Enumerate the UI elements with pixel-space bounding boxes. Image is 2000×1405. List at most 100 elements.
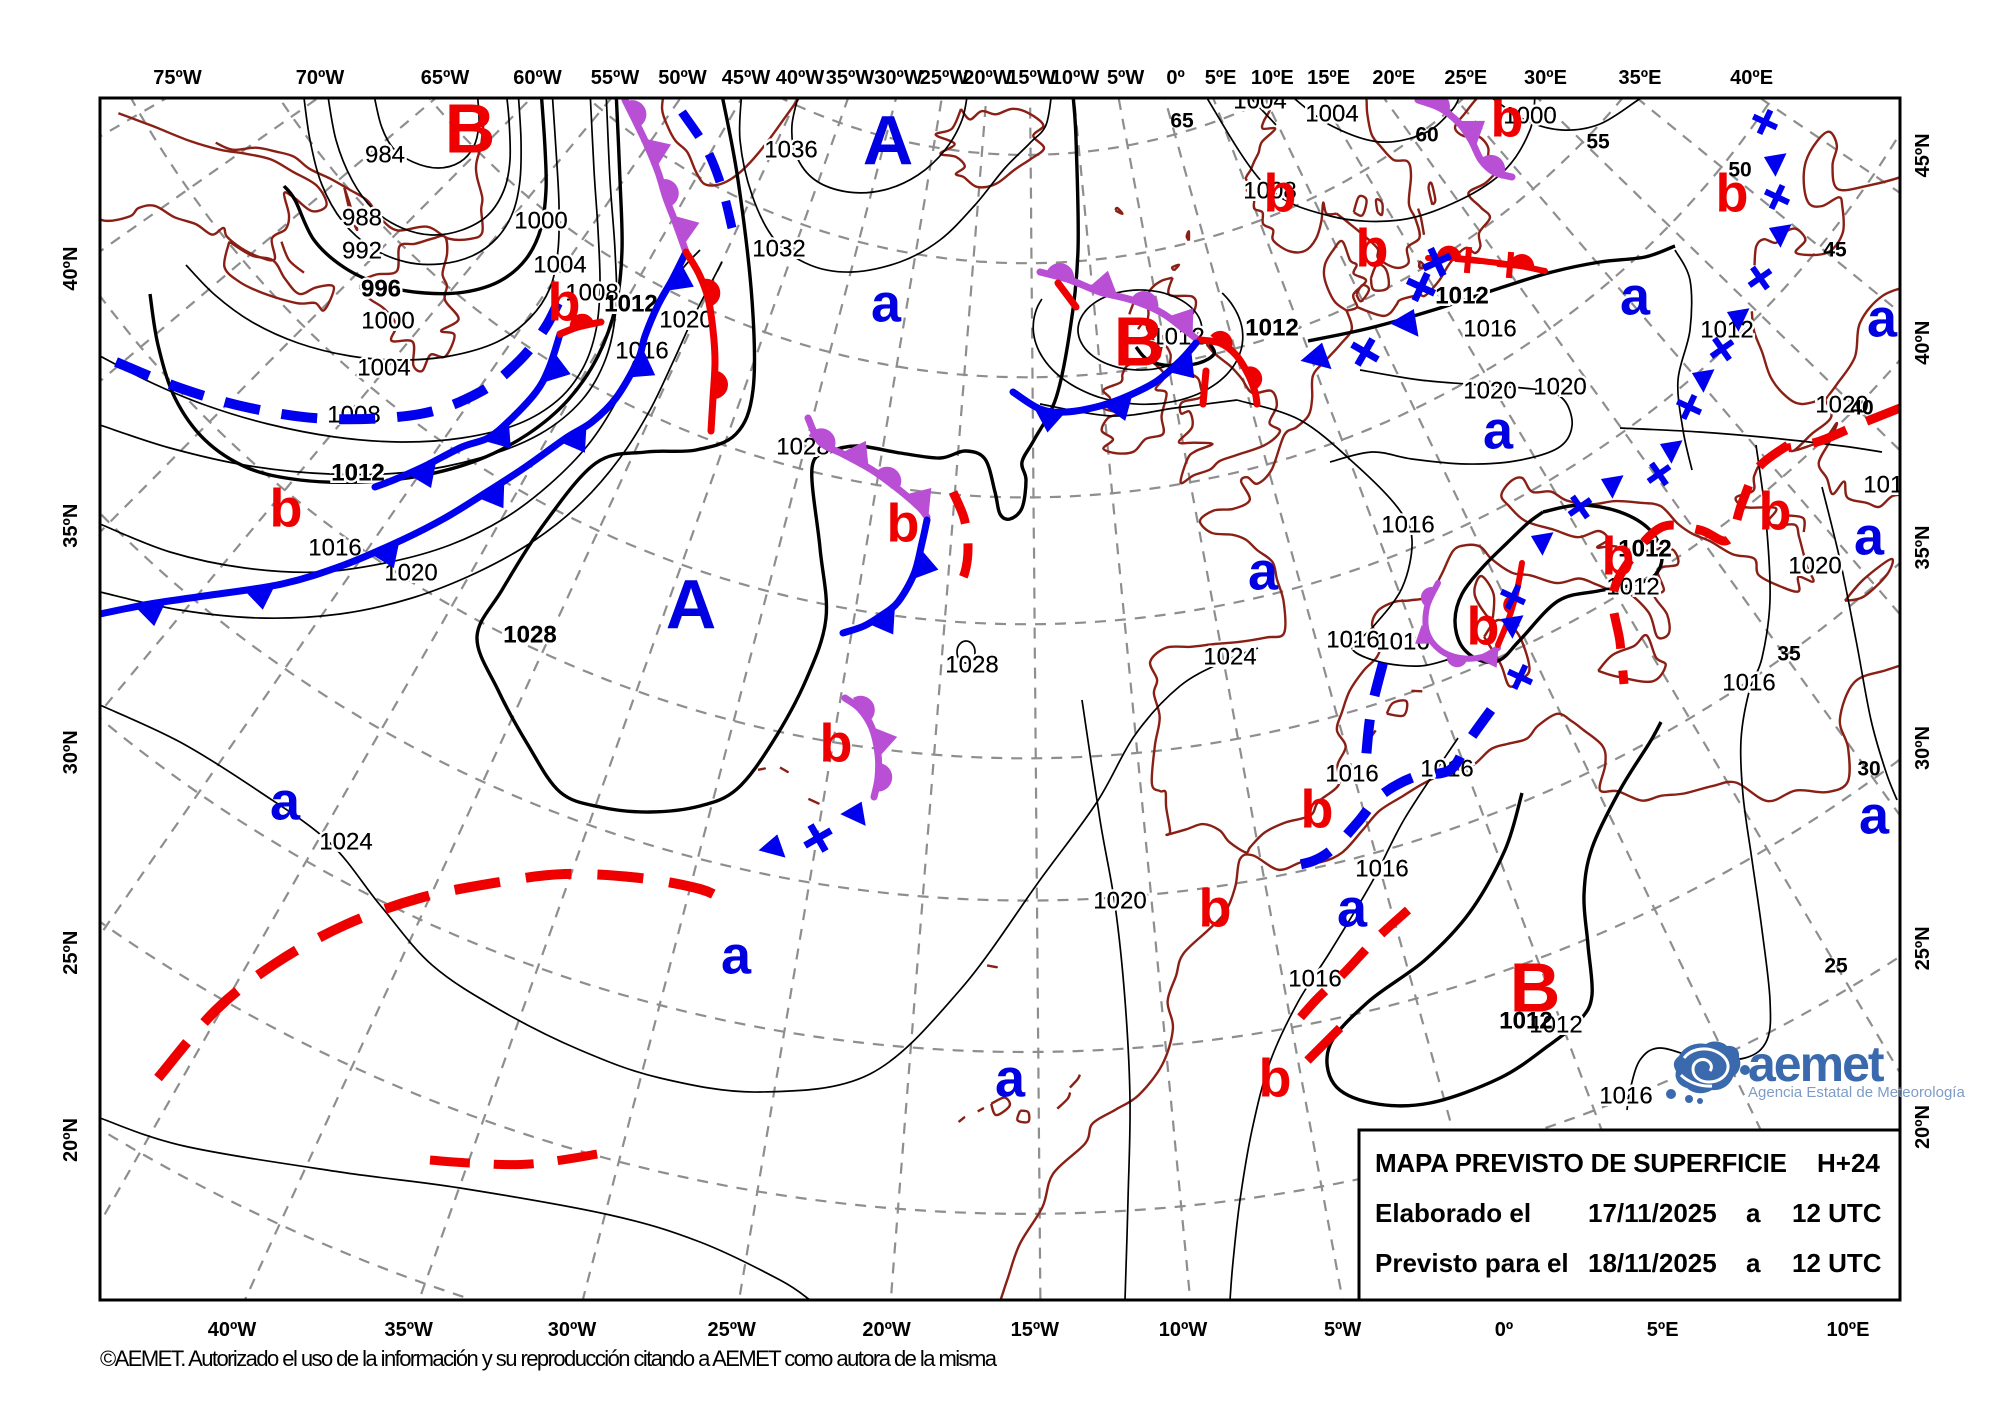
svg-text:20ºW: 20ºW bbox=[862, 1319, 911, 1341]
svg-text:1024: 1024 bbox=[1203, 643, 1256, 670]
svg-text:b: b bbox=[548, 272, 581, 332]
svg-text:30ºN: 30ºN bbox=[60, 730, 82, 774]
svg-text:1028: 1028 bbox=[945, 651, 998, 678]
svg-text:1020: 1020 bbox=[1788, 552, 1841, 579]
svg-text:1000: 1000 bbox=[514, 207, 567, 234]
svg-text:1016: 1016 bbox=[1722, 669, 1775, 696]
svg-text:b: b bbox=[1259, 1048, 1292, 1108]
svg-text:35ºW: 35ºW bbox=[826, 67, 875, 89]
svg-text:1000: 1000 bbox=[361, 307, 414, 334]
svg-text:1020: 1020 bbox=[1533, 373, 1586, 400]
svg-text:25ºN: 25ºN bbox=[60, 931, 82, 975]
svg-text:17/11/2025: 17/11/2025 bbox=[1588, 1198, 1717, 1228]
svg-text:35ºE: 35ºE bbox=[1619, 67, 1662, 89]
svg-text:1016: 1016 bbox=[1355, 855, 1408, 882]
svg-text:Previsto para el: Previsto para el bbox=[1375, 1248, 1569, 1278]
svg-text:20ºE: 20ºE bbox=[1372, 67, 1415, 89]
svg-text:1004: 1004 bbox=[1233, 87, 1286, 114]
svg-text:10ºW: 10ºW bbox=[1159, 1319, 1208, 1341]
svg-text:1004: 1004 bbox=[357, 354, 410, 381]
svg-text:b: b bbox=[1602, 526, 1635, 586]
svg-text:1016: 1016 bbox=[1463, 315, 1516, 342]
svg-text:a: a bbox=[1620, 266, 1651, 326]
svg-text:1012: 1012 bbox=[1245, 314, 1298, 341]
svg-text:Elaborado el: Elaborado el bbox=[1375, 1198, 1531, 1228]
svg-text:992: 992 bbox=[342, 237, 382, 264]
svg-text:1000: 1000 bbox=[514, 207, 567, 234]
svg-text:1004: 1004 bbox=[1305, 100, 1358, 127]
svg-text:1020: 1020 bbox=[1463, 377, 1516, 404]
svg-text:40ºN: 40ºN bbox=[1912, 321, 1934, 365]
svg-text:1012: 1012 bbox=[1499, 1007, 1552, 1034]
svg-text:1016: 1016 bbox=[1288, 965, 1341, 992]
svg-text:1012: 1012 bbox=[1245, 314, 1298, 341]
svg-text:25ºW: 25ºW bbox=[707, 1319, 756, 1341]
svg-text:60: 60 bbox=[1415, 124, 1438, 147]
svg-text:1004: 1004 bbox=[533, 251, 586, 278]
svg-text:15ºW: 15ºW bbox=[1011, 1319, 1060, 1341]
svg-text:50ºW: 50ºW bbox=[658, 67, 707, 89]
svg-text:B: B bbox=[1510, 948, 1561, 1026]
svg-text:992: 992 bbox=[342, 237, 382, 264]
svg-text:1028: 1028 bbox=[503, 621, 556, 648]
svg-text:1004: 1004 bbox=[533, 251, 586, 278]
svg-text:1020: 1020 bbox=[1093, 887, 1146, 914]
svg-text:1016: 1016 bbox=[1863, 471, 1916, 498]
svg-text:1004: 1004 bbox=[1233, 87, 1286, 114]
svg-text:b: b bbox=[1264, 163, 1297, 223]
svg-text:20ºW: 20ºW bbox=[963, 67, 1012, 89]
svg-text:B: B bbox=[1114, 302, 1165, 380]
svg-text:1004: 1004 bbox=[357, 354, 410, 381]
svg-text:1016: 1016 bbox=[1381, 511, 1434, 538]
svg-text:1000: 1000 bbox=[1503, 102, 1556, 129]
svg-text:1020: 1020 bbox=[659, 306, 712, 333]
svg-text:1008: 1008 bbox=[565, 279, 618, 306]
svg-text:1020: 1020 bbox=[1815, 391, 1868, 418]
svg-text:1008: 1008 bbox=[1243, 177, 1296, 204]
svg-text:75ºW: 75ºW bbox=[153, 67, 202, 89]
svg-text:Agencia Estatal de Meteorologí: Agencia Estatal de Meteorología bbox=[1748, 1084, 1965, 1101]
svg-text:12 UTC: 12 UTC bbox=[1792, 1248, 1882, 1278]
svg-text:30ºN: 30ºN bbox=[1912, 726, 1934, 770]
svg-text:a: a bbox=[1483, 400, 1514, 460]
svg-text:50: 50 bbox=[1728, 159, 1751, 182]
svg-text:10ºE: 10ºE bbox=[1251, 67, 1294, 89]
svg-text:b: b bbox=[270, 478, 303, 538]
svg-text:1008: 1008 bbox=[565, 279, 618, 306]
svg-text:1000: 1000 bbox=[361, 307, 414, 334]
svg-text:40ºN: 40ºN bbox=[60, 247, 82, 291]
svg-text:1016: 1016 bbox=[1599, 1082, 1652, 1109]
svg-text:1016: 1016 bbox=[1326, 626, 1379, 653]
svg-text:A: A bbox=[666, 565, 717, 643]
svg-text:25ºN: 25ºN bbox=[1912, 926, 1934, 970]
svg-text:1000: 1000 bbox=[1503, 102, 1556, 129]
svg-text:1020: 1020 bbox=[1815, 391, 1868, 418]
svg-text:A: A bbox=[863, 101, 914, 179]
svg-text:aemet: aemet bbox=[1748, 1036, 1885, 1092]
svg-text:1012: 1012 bbox=[1700, 316, 1753, 343]
svg-text:1016: 1016 bbox=[1325, 760, 1378, 787]
svg-text:5ºW: 5ºW bbox=[1324, 1319, 1361, 1341]
svg-text:25ºE: 25ºE bbox=[1444, 67, 1487, 89]
svg-text:1012: 1012 bbox=[331, 459, 384, 486]
svg-text:a: a bbox=[1746, 1248, 1761, 1278]
svg-text:40ºW: 40ºW bbox=[776, 67, 825, 89]
svg-text:30ºE: 30ºE bbox=[1524, 67, 1567, 89]
svg-text:1012: 1012 bbox=[1700, 316, 1753, 343]
svg-text:1016: 1016 bbox=[1355, 855, 1408, 882]
svg-text:1032: 1032 bbox=[752, 235, 805, 262]
svg-text:15ºE: 15ºE bbox=[1307, 67, 1350, 89]
svg-text:1024: 1024 bbox=[1203, 643, 1256, 670]
svg-text:1016: 1016 bbox=[1381, 511, 1434, 538]
svg-text:©AEMET. Autorizado el uso de l: ©AEMET. Autorizado el uso de la informac… bbox=[100, 1346, 998, 1371]
svg-text:40ºE: 40ºE bbox=[1730, 67, 1773, 89]
svg-text:1020: 1020 bbox=[1463, 377, 1516, 404]
svg-text:0º: 0º bbox=[1495, 1319, 1513, 1341]
svg-text:0º: 0º bbox=[1166, 67, 1184, 89]
svg-text:55: 55 bbox=[1586, 131, 1610, 154]
svg-text:1028: 1028 bbox=[503, 621, 556, 648]
svg-text:20ºN: 20ºN bbox=[1912, 1105, 1934, 1149]
svg-text:10ºE: 10ºE bbox=[1827, 1319, 1870, 1341]
svg-text:b: b bbox=[820, 713, 853, 773]
svg-text:40: 40 bbox=[1850, 397, 1873, 420]
